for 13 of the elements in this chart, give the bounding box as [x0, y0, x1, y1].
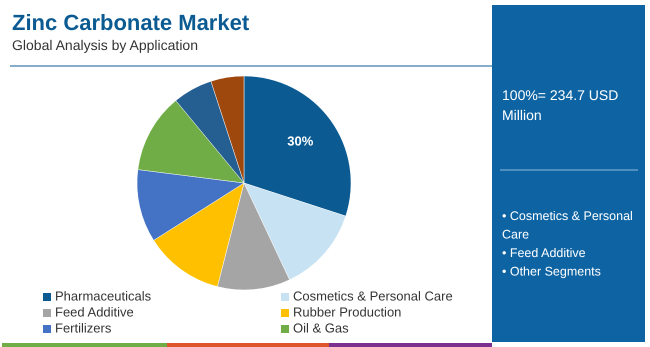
chart-title: Zinc Carbonate Market	[12, 10, 250, 35]
chart-subtitle: Global Analysis by Application	[12, 37, 198, 53]
data-label: 30%	[287, 134, 314, 149]
legend-label: Oil & Gas	[293, 320, 350, 336]
text: • Cosmetics & Personal Care	[502, 209, 633, 242]
legend-label: Feed Additive	[55, 304, 134, 320]
text: • Other Segments	[502, 264, 601, 278]
legend-label: Pharmaceuticals	[55, 288, 152, 304]
text: 100%= 234.7 USD Million	[502, 87, 618, 123]
legend-label: Rubber Production	[293, 304, 402, 320]
legend-label: Fertilizers	[55, 320, 112, 336]
text: • Feed Additive	[502, 246, 586, 260]
legend-label: Cosmetics & Personal Care	[293, 288, 453, 304]
